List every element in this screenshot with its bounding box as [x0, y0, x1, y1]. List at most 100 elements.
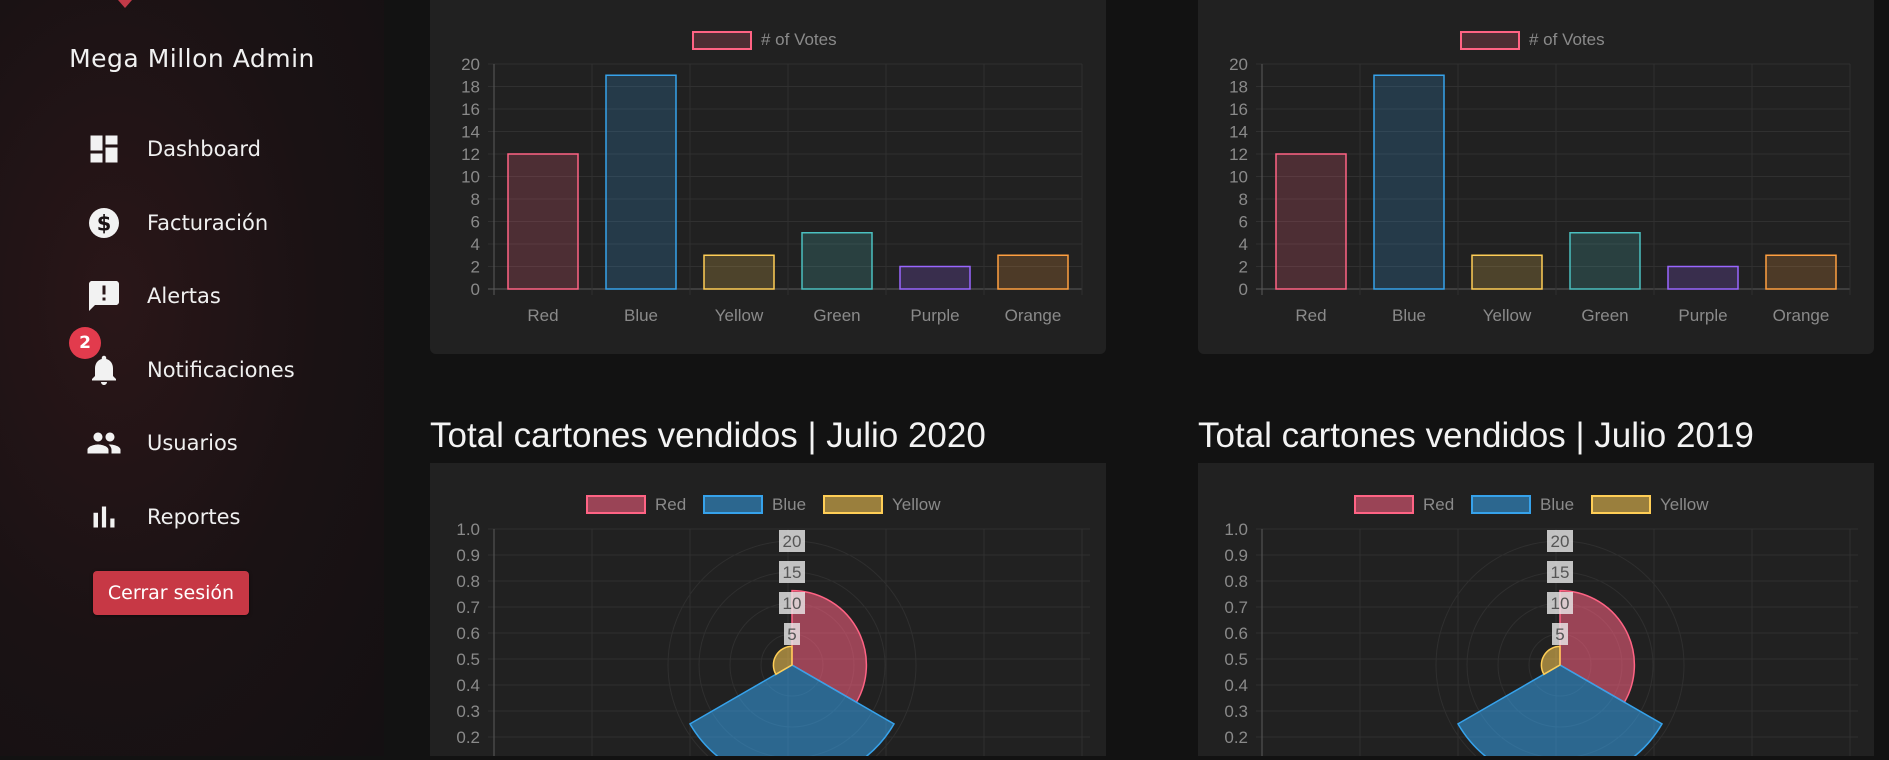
legend-swatch [1460, 31, 1520, 50]
radial-tick-label: 10 [1551, 594, 1570, 613]
y-tick-label: 0 [471, 280, 480, 299]
section-title-left: Total cartones vendidos | Julio 2020 [430, 416, 986, 455]
bar [1275, 153, 1347, 290]
radial-tick-label: 5 [1555, 625, 1564, 644]
radial-tick-backdrop [779, 561, 805, 583]
legend-label: Blue [1540, 495, 1574, 514]
legend-swatch [586, 495, 646, 514]
y-tick-label: 18 [461, 78, 480, 97]
polar-chart-left: Red Blue Yellow 1.0 0.9 0.8 0.7 0.6 0.5 0.4 0.3 0.2… [456, 495, 1090, 760]
x-tick-label: Purple [910, 306, 959, 325]
nav-item-dashboard[interactable]: Dashboard [86, 127, 261, 171]
y-tick-label: 0.3 [456, 702, 480, 721]
legend-swatch [703, 495, 763, 514]
legend-label: Red [655, 495, 686, 514]
legend-label: Blue [772, 495, 806, 514]
legend-swatch [1471, 495, 1531, 514]
radial-tick-backdrop [1547, 530, 1573, 552]
bar-chart-icon [86, 499, 122, 535]
bell-icon [86, 352, 122, 388]
x-tick-label: Red [1295, 306, 1326, 325]
y-tick-label: 2 [1239, 258, 1248, 277]
nav-label: Usuarios [147, 431, 238, 455]
polar-sector [1540, 645, 1561, 676]
radial-tick-label: 15 [783, 563, 802, 582]
radial-tick-label: 20 [1551, 532, 1570, 551]
y-tick-label: 2 [471, 258, 480, 277]
polar-chart-card-right: Red Blue Yellow 1.0 0.9 0.8 0.7 0.6 0.5 0.4 0.3 0.2… [1198, 463, 1874, 760]
polar-chart-card-left: Red Blue Yellow 1.0 0.9 0.8 0.7 0.6 0.5 0.4 0.3 0.2… [430, 463, 1106, 760]
radial-tick-label: 20 [783, 532, 802, 551]
radial-tick-label: 15 [1551, 563, 1570, 582]
bar [899, 265, 971, 290]
y-tick-label: 8 [471, 190, 480, 209]
y-tick-label: 18 [1229, 78, 1248, 97]
x-tick-label: Blue [624, 306, 658, 325]
y-tick-label: 0.6 [1224, 624, 1248, 643]
logo [118, 0, 132, 8]
y-tick-label: 1.0 [1224, 520, 1248, 539]
legend-swatch [1354, 495, 1414, 514]
y-tick-label: 4 [471, 235, 480, 254]
legend-label: Yellow [1660, 495, 1709, 514]
y-tick-label: 14 [1229, 123, 1248, 142]
bar [605, 74, 677, 290]
brand-title: Mega Millon Admin [69, 44, 315, 73]
nav-item-facturacion[interactable]: $ Facturación [86, 201, 268, 245]
polar-sector [1559, 589, 1636, 704]
y-tick-label: 6 [471, 213, 480, 232]
y-tick-label: 0.8 [456, 572, 480, 591]
sidebar: Mega Millon Admin Dashboard $ Facturació… [0, 0, 384, 756]
legend-swatch [692, 31, 752, 50]
bar-chart-card-left: # of Votes 0 2 4 6 8 10 12 14 16 18 20 Red Blue Yellow… [430, 0, 1106, 354]
bar-chart-right: # of Votes 0 2 4 6 8 10 12 14 16 18 20 Red Blue Yellow… [1229, 30, 1851, 325]
x-tick-label: Green [813, 306, 860, 325]
bar [507, 153, 579, 290]
legend-swatch [1591, 495, 1651, 514]
x-tick-label: Yellow [1483, 306, 1532, 325]
x-tick-label: Purple [1678, 306, 1727, 325]
nav-item-alertas[interactable]: Alertas [86, 274, 221, 318]
x-tick-label: Yellow [715, 306, 764, 325]
nav-label: Reportes [147, 505, 241, 529]
users-icon [86, 425, 122, 461]
radial-tick-label: 10 [783, 594, 802, 613]
bar [801, 232, 873, 290]
polar-sector [1456, 664, 1664, 760]
x-tick-label: Green [1581, 306, 1628, 325]
y-tick-label: 20 [1229, 55, 1248, 74]
nav-label: Notificaciones [147, 358, 295, 382]
bar [997, 254, 1069, 290]
nav-item-usuarios[interactable]: Usuarios [86, 421, 238, 465]
nav-label: Alertas [147, 284, 221, 308]
bar [1765, 254, 1837, 290]
alert-message-icon [86, 278, 122, 314]
bar [1373, 74, 1445, 290]
dollar-coin-icon: $ [86, 205, 122, 241]
y-tick-label: 0.6 [456, 624, 480, 643]
radial-tick-backdrop [1547, 592, 1573, 614]
x-tick-label: Blue [1392, 306, 1426, 325]
y-tick-label: 0.2 [456, 728, 480, 747]
x-tick-label: Red [527, 306, 558, 325]
nav-item-notificaciones[interactable]: Notificaciones [86, 348, 295, 392]
legend-label: Yellow [892, 495, 941, 514]
y-tick-label: 16 [1229, 100, 1248, 119]
logout-button[interactable]: Cerrar sesión [93, 571, 249, 615]
legend-label: # of Votes [1529, 30, 1605, 49]
dashboard-icon [86, 131, 122, 167]
y-tick-label: 0.4 [456, 676, 480, 695]
y-tick-label: 0.2 [1224, 728, 1248, 747]
radial-tick-backdrop [1552, 623, 1568, 645]
y-tick-label: 6 [1239, 213, 1248, 232]
radial-tick-backdrop [784, 623, 800, 645]
y-tick-label: 8 [1239, 190, 1248, 209]
nav-label: Dashboard [147, 137, 261, 161]
y-tick-label: 1.0 [456, 520, 480, 539]
radial-tick-backdrop [779, 530, 805, 552]
y-tick-label: 14 [461, 123, 480, 142]
radial-tick-backdrop [1547, 561, 1573, 583]
bar-chart-left: # of Votes 0 2 4 6 8 10 12 14 16 18 20 Red Blue Yellow… [461, 30, 1083, 325]
nav-item-reportes[interactable]: Reportes [86, 495, 240, 539]
bar [1667, 265, 1739, 290]
